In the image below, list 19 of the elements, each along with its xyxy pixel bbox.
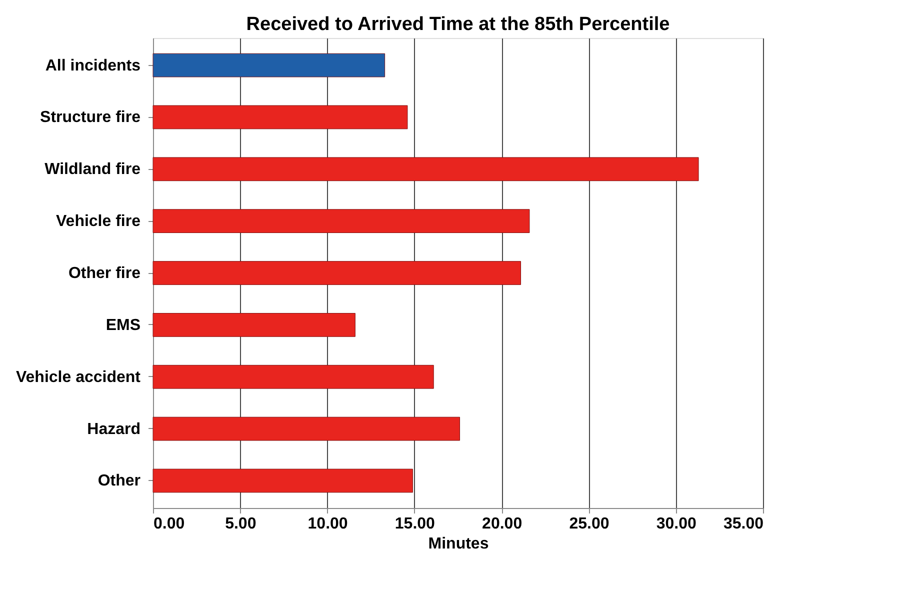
chart-title: Received to Arrived Time at the 85th Percentile [246,14,670,35]
y-tick-label: Wildland fire [44,161,141,178]
y-tick-label: EMS [106,316,141,334]
y-tick-label: All incidents [45,57,141,74]
x-tick-label: 10.00 [308,516,348,532]
x-tick-label: 5.00 [225,516,256,532]
x-tick-label: 25.00 [569,516,610,532]
y-tick-label: Structure fire [40,109,141,126]
x-tick-label: 35.00 [723,516,764,532]
y-tick-label: Hazard [87,420,140,438]
x-tick-label: 30.00 [656,516,696,532]
x-axis-title: Minutes [428,536,489,552]
y-tick-label: Vehicle accident [16,368,142,386]
x-tick-label: 15.00 [394,516,436,532]
y-tick-label: Other [98,472,140,490]
y-tick-label: Other fire [68,265,141,282]
x-tick-label: 0.00 [154,516,185,532]
y-tick-label: Vehicle fire [56,213,141,230]
x-tick-label: 20.00 [482,516,522,532]
